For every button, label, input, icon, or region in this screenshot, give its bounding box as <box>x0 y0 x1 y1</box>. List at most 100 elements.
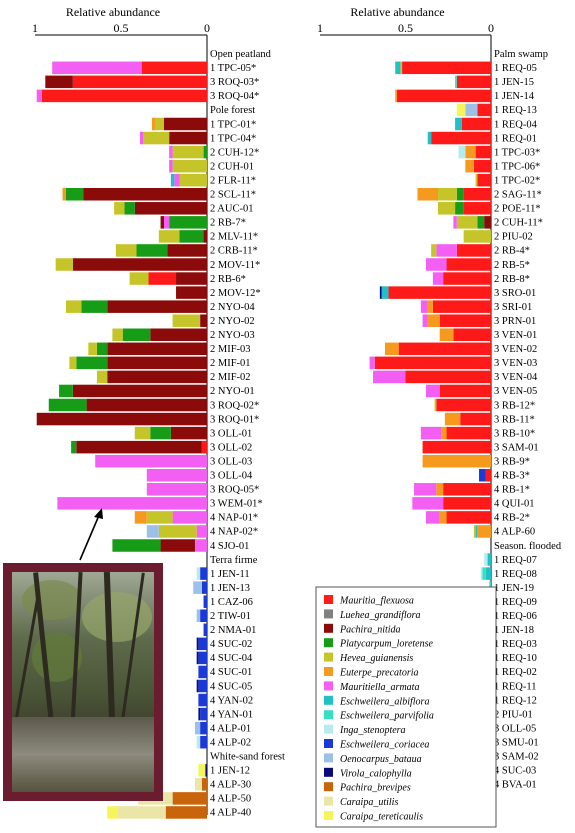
bar-1-req-05-hevea-guianensis <box>400 61 403 75</box>
legend-swatch-hevea-guianensis <box>324 652 333 662</box>
arrow-head <box>94 508 103 519</box>
bar-4-rb-2-mauritia-flexuosa <box>446 511 491 524</box>
site-label-1-jen-13: 1 JEN-13 <box>210 583 250 594</box>
bar-2-mif-02-hevea-guianensis <box>96 370 108 384</box>
site-label-4-suc-05: 4 SUC-05 <box>210 681 252 692</box>
bar-2-cuh-01-hevea-guianensis <box>172 159 207 173</box>
site-label-1-tpc-06: 1 TPC-06* <box>494 161 540 172</box>
bar-2-rb-7-mauritiella-armata <box>164 216 170 229</box>
bar-2-rb-4-mauritia-flexuosa <box>456 244 491 257</box>
left-tick-label: 0.5 <box>114 21 129 35</box>
site-label-3-roq-05: 3 ROQ-05* <box>210 485 259 496</box>
legend-label-platycarpum-loretense: Platycarpum_loretense <box>339 639 434 650</box>
site-label-3-ven-03: 3 VEN-03 <box>494 358 537 369</box>
bar-3-oll-01-hevea-guianensis <box>134 426 151 440</box>
bar-1-req-13-mauritia-flexuosa <box>477 103 491 117</box>
bar-2-mif-02-pachira-nitida <box>107 370 207 384</box>
site-label-4-nap-02: 4 NAP-02* <box>210 527 258 538</box>
site-label-1-req-10: 1 REQ-10 <box>494 653 537 664</box>
site-label-3-sro-01: 3 SRO-01 <box>494 288 536 299</box>
bar-4-nap-02-hevea-guianensis <box>158 525 197 538</box>
bar-4-nap-02-oenocarpus-bataua <box>146 525 159 538</box>
bar-3-rb-10-mauritiella-armata <box>420 426 442 440</box>
bar-2-auc-01-hevea-guianensis <box>114 202 125 215</box>
bar-4-alp-02-inga-stenoptera <box>196 735 201 749</box>
bar-3-oll-02-mauritia-flexuosa <box>201 440 207 454</box>
site-label-4-suc-04: 4 SUC-04 <box>210 653 253 664</box>
site-label-4-alp-01: 4 ALP-01 <box>210 723 251 734</box>
bar-4-suc-02-virola-calophylla <box>196 637 199 651</box>
bar-1-req-08-eschweilera-albiflora <box>485 567 491 580</box>
legend-label-eschweilera-albiflora: Eschweilera_albiflora <box>339 696 429 707</box>
site-label-4-nap-01: 4 NAP-01* <box>210 513 258 524</box>
site-label-3-ven-04: 3 VEN-04 <box>494 372 538 383</box>
bar-1-jen-11-inga-stenoptera <box>196 567 201 580</box>
bar-3-rb-11-mauritia-flexuosa <box>460 412 491 426</box>
bar-4-rb-1-euterpe-precatoria <box>436 483 444 496</box>
bar-1-tpc-03-euterpe-precatoria <box>465 145 476 159</box>
bar-3-ven-05-mauritiella-armata <box>426 384 440 398</box>
bar-2-tiw-01-oenocarpus-bataua <box>196 609 201 622</box>
site-label-3-wem-01: 3 WEM-01* <box>210 499 263 510</box>
bar-2-rb-7-pachira-nitida <box>160 216 164 229</box>
site-label-3-roq-03: 3 ROQ-03* <box>210 77 259 88</box>
site-label-2-nyo-01: 2 NYO-01 <box>210 386 255 397</box>
bar-2-crb-11-platycarpum-loretense <box>136 244 168 257</box>
legend-label-caraipa-tereticaulis: Caraipa_tereticaulis <box>340 812 423 823</box>
group-title-palm-swamp: Palm swamp <box>494 49 548 60</box>
bar-4-yan-02-eschweilera-coriacea <box>198 693 207 707</box>
site-label-3-rb-10: 3 RB-10* <box>494 428 535 439</box>
bar-3-oll-02-pachira-nitida <box>76 440 202 454</box>
bar-4-alp-01-oenocarpus-bataua <box>194 721 201 735</box>
bar-2-poe-11-platycarpum-loretense <box>455 202 464 215</box>
bar-3-sam-01-mauritia-flexuosa <box>422 440 491 454</box>
bar-1-req-08-inga-stenoptera <box>480 567 483 580</box>
site-label-2-rb-7: 2 RB-7* <box>210 218 246 229</box>
bar-4-qui-01-mauritia-flexuosa <box>443 497 491 510</box>
bar-2-tiw-01-eschweilera-coriacea <box>200 609 207 622</box>
group-title-season-flooded: Season. flooded <box>494 541 562 552</box>
right-tick-label: 0 <box>488 21 494 35</box>
bar-2-sag-11-hevea-guianensis <box>437 188 457 201</box>
site-label-1-req-04: 1 REQ-04 <box>494 119 538 130</box>
bar-4-nap-02-mauritiella-armata <box>196 525 207 538</box>
bar-1-tpc-03-inga-stenoptera <box>458 145 466 159</box>
bar-2-nyo-04-pachira-nitida <box>107 300 207 313</box>
legend-swatch-caraipa-utilis <box>324 796 333 806</box>
legend-swatch-pachira-nitida <box>324 623 333 633</box>
bar-3-roq-04-mauritia-flexuosa <box>41 89 207 103</box>
bar-3-roq-02-pachira-nitida <box>86 398 207 412</box>
bar-2-mif-03-pachira-nitida <box>107 342 207 356</box>
bar-3-oll-02-platycarpum-loretense <box>71 440 77 454</box>
bar-1-jen-11-eschweilera-coriacea <box>200 567 207 580</box>
bar-2-nyo-02-pachira-nitida <box>200 314 207 327</box>
bar-1-req-04-eschweilera-albiflora <box>455 117 462 131</box>
bar-4-alp-40-pachira-brevipes <box>165 806 207 819</box>
site-label-1-req-13: 1 REQ-13 <box>494 105 537 116</box>
legend-label-virola-calophylla: Virola_calophylla <box>340 768 412 779</box>
legend-swatch-oenocarpus-bataua <box>324 753 333 763</box>
site-label-1-req-03: 1 REQ-03 <box>494 639 537 650</box>
bar-2-rb-6-hevea-guianensis <box>129 272 149 285</box>
bar-4-alp-50-pachira-brevipes <box>172 792 207 805</box>
bar-2-rb-5-mauritia-flexuosa <box>446 258 491 271</box>
site-label-2-nyo-03: 2 NYO-03 <box>210 330 255 341</box>
site-label-4-bva-01: 4 BVA-01 <box>494 780 537 791</box>
site-label-2-crb-11: 2 CRB-11* <box>210 246 258 257</box>
site-label-2-rb-6: 2 RB-6* <box>210 274 246 285</box>
bar-3-oll-01-platycarpum-loretense <box>150 426 171 440</box>
bar-3-roq-02-platycarpum-loretense <box>48 398 87 412</box>
bar-1-tpc-02-mauritia-flexuosa <box>477 173 491 187</box>
bar-1-req-07-eschweilera-albiflora <box>487 553 491 566</box>
site-label-3-sam-01: 3 SAM-01 <box>494 442 539 453</box>
bar-1-tpc-04-mauritiella-armata <box>139 131 144 145</box>
bar-2-mif-01-pachira-nitida <box>107 356 207 370</box>
site-label-1-req-01: 1 REQ-01 <box>494 133 537 144</box>
bar-4-alp-40-caraipa-tereticaulis <box>107 806 118 819</box>
bar-1-tpc-03-mauritia-flexuosa <box>475 145 491 159</box>
site-label-1-req-07: 1 REQ-07 <box>494 555 537 566</box>
site-label-2-scl-11: 2 SCL-11* <box>210 190 256 201</box>
site-label-3-rb-11: 3 RB-11* <box>494 414 535 425</box>
site-label-1-jen-12: 1 JEN-12 <box>210 766 250 777</box>
